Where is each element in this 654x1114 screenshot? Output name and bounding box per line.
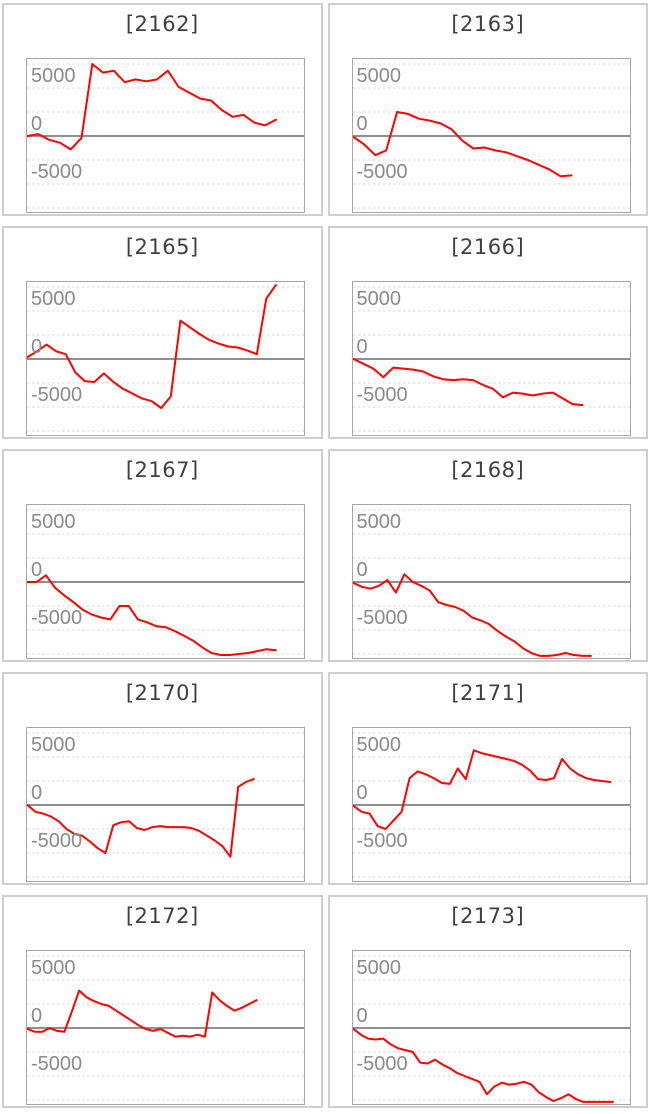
line-series [27,778,255,858]
line-series [352,358,584,407]
chart-tile: [2163] 5000 0 -5000 [327,3,648,216]
line-series [352,1028,614,1103]
line-series [27,574,277,656]
chart-plot: 5000 0 -5000 [351,58,631,213]
chart-plot: 5000 0 -5000 [26,281,305,436]
chart-tile: [2168] 5000 0 -5000 [327,449,648,662]
chart-canvas [352,732,630,878]
chart-plot: 5000 0 -5000 [26,727,305,882]
chart-canvas [352,63,630,209]
chart-plot: 5000 0 -5000 [351,950,631,1105]
line-series [27,989,258,1038]
chart-title: [2165] [125,235,199,259]
chart-tile: [2170] 5000 0 -5000 [2,672,323,885]
chart-plot: 5000 0 -5000 [26,58,305,213]
chart-plot: 5000 0 -5000 [26,504,305,659]
chart-canvas [27,63,304,209]
line-series [352,749,611,830]
chart-title: [2171] [451,681,525,705]
line-series [352,573,592,657]
chart-title: [2163] [451,12,525,36]
chart-plot: 5000 0 -5000 [26,950,305,1105]
chart-tile: [2165] 5000 0 -5000 [2,226,323,439]
chart-tile: [2166] 5000 0 -5000 [327,226,648,439]
chart-canvas [27,732,304,878]
chart-canvas [352,509,630,657]
chart-title: [2173] [451,904,525,928]
chart-canvas [352,955,630,1103]
line-series [352,111,572,178]
chart-title: [2172] [125,904,199,928]
chart-title: [2168] [451,458,525,482]
chart-plot: 5000 0 -5000 [351,504,631,659]
chart-tile: [2171] 5000 0 -5000 [327,672,648,885]
chart-tile: [2172] 5000 0 -5000 [2,895,323,1108]
chart-title: [2167] [125,458,199,482]
chart-canvas [27,955,304,1101]
chart-plot: 5000 0 -5000 [351,727,631,882]
chart-tile: [2173] 5000 0 -5000 [327,895,648,1108]
line-series [27,284,277,409]
chart-title: [2166] [451,235,525,259]
chart-plot: 5000 0 -5000 [351,281,631,436]
line-series [27,63,277,151]
chart-tile: [2162] 5000 0 -5000 [2,3,323,216]
chart-canvas [27,509,304,656]
chart-title: [2162] [125,12,199,36]
chart-title: [2170] [125,681,199,705]
chart-canvas [27,284,304,432]
chart-tile: [2167] 5000 0 -5000 [2,449,323,662]
chart-canvas [352,286,630,432]
